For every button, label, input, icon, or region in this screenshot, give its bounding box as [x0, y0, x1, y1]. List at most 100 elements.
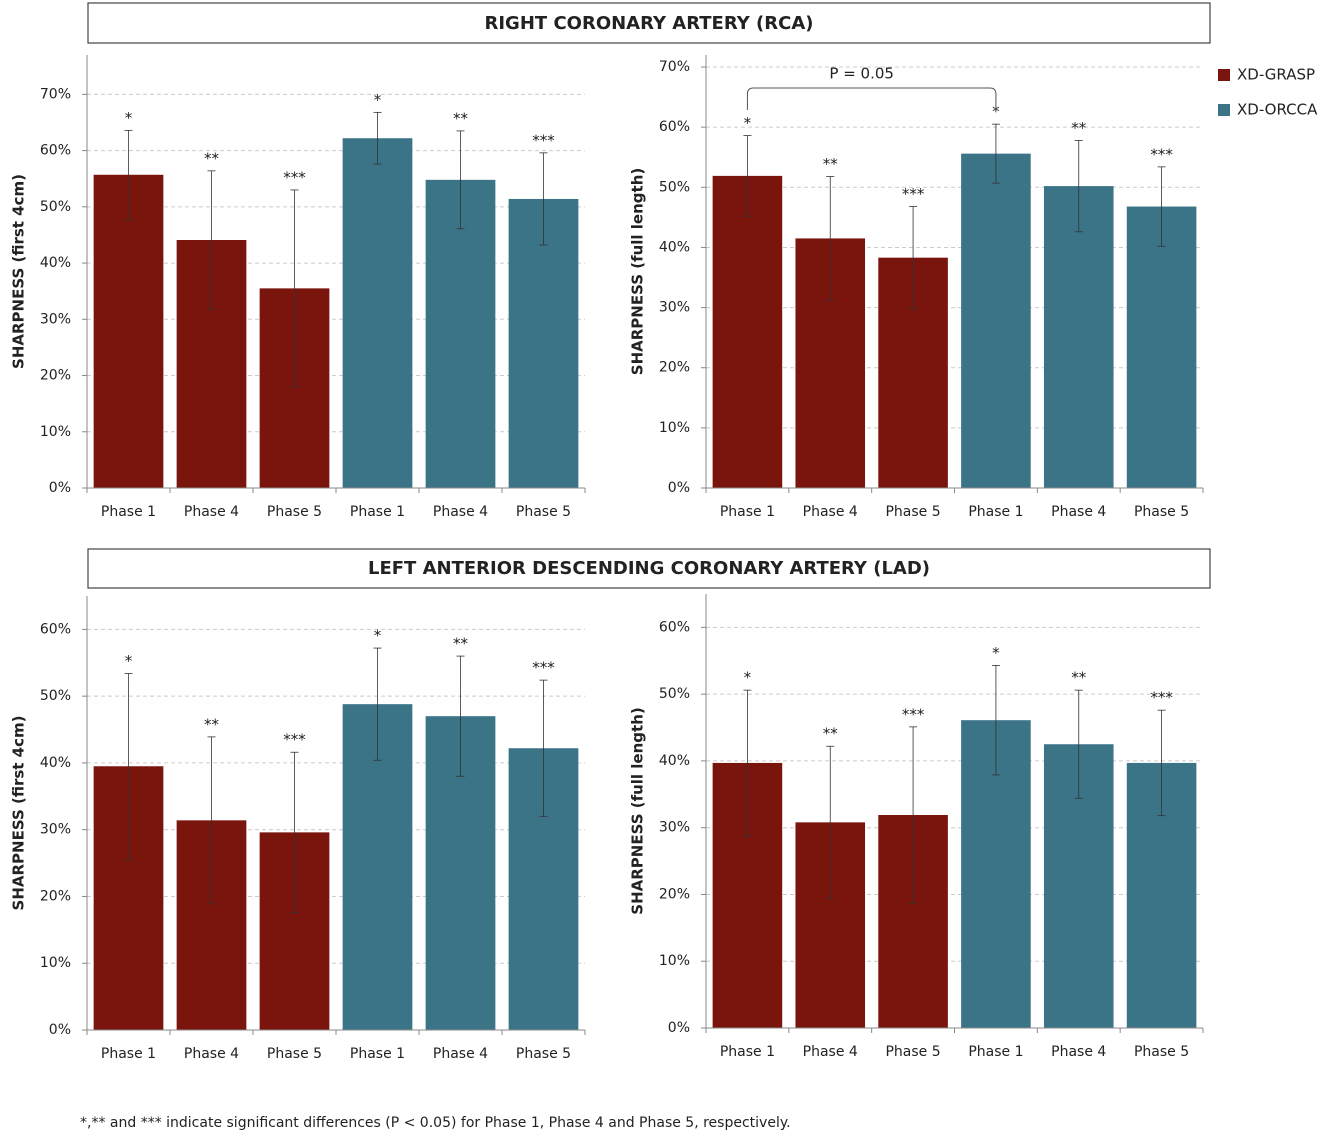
legend-label: XD-ORCCA	[1237, 101, 1318, 119]
y-tick-label: 30%	[40, 311, 71, 327]
x-tick-label: Phase 5	[267, 504, 322, 520]
legend-label: XD-GRASP	[1237, 66, 1315, 84]
significance-mark: ***	[1150, 689, 1173, 707]
y-tick-label: 60%	[659, 619, 690, 635]
y-tick-label: 70%	[659, 59, 690, 75]
y-tick-label: 60%	[40, 621, 71, 637]
header-box	[87, 548, 1211, 589]
y-tick-label: 60%	[40, 143, 71, 159]
bar	[1126, 206, 1197, 489]
x-tick-label: Phase 1	[968, 504, 1023, 520]
x-tick-label: Phase 5	[267, 1046, 322, 1062]
bar	[342, 138, 413, 489]
x-tick-label: Phase 4	[433, 1046, 488, 1062]
y-tick-label: 60%	[659, 119, 690, 135]
y-tick-label: 10%	[40, 424, 71, 440]
significance-mark: **	[1071, 119, 1087, 137]
significance-mark: *	[125, 109, 133, 127]
y-tick-label: 40%	[40, 755, 71, 771]
significance-mark: ***	[532, 131, 555, 149]
x-tick-label: Phase 1	[720, 1044, 775, 1060]
header-box	[87, 2, 1211, 44]
x-tick-label: Phase 4	[184, 504, 239, 520]
x-tick-label: Phase 4	[184, 1046, 239, 1062]
x-tick-label: Phase 4	[803, 1044, 858, 1060]
significance-mark: ***	[902, 705, 925, 723]
section-header: RIGHT CORONARY ARTERY (RCA)	[485, 13, 814, 34]
significance-mark: ***	[283, 731, 306, 749]
significance-mark: *	[374, 627, 382, 645]
y-tick-label: 40%	[659, 753, 690, 769]
significance-mark: ***	[1150, 145, 1173, 163]
bar	[1043, 186, 1114, 488]
significance-mark: **	[204, 715, 220, 733]
y-tick-label: 30%	[659, 300, 690, 316]
y-axis-label: SHARPNESS (full length)	[629, 707, 647, 914]
x-tick-label: Phase 1	[720, 504, 775, 520]
significance-mark: ***	[532, 659, 555, 677]
y-tick-label: 30%	[659, 820, 690, 836]
bar	[508, 198, 579, 488]
x-tick-label: Phase 5	[885, 1044, 940, 1060]
y-tick-label: 50%	[40, 688, 71, 704]
x-tick-label: Phase 4	[433, 504, 488, 520]
legend-swatch	[1218, 104, 1230, 116]
y-tick-label: 0%	[668, 1020, 690, 1036]
y-tick-label: 10%	[659, 420, 690, 436]
y-tick-label: 50%	[40, 199, 71, 215]
x-tick-label: Phase 4	[1051, 1044, 1106, 1060]
significance-mark: *	[374, 91, 382, 109]
y-axis-label: SHARPNESS (full length)	[629, 168, 647, 375]
y-tick-label: 20%	[40, 888, 71, 904]
y-tick-label: 40%	[659, 239, 690, 255]
y-tick-label: 10%	[40, 955, 71, 971]
significance-mark: **	[823, 725, 839, 743]
x-tick-label: Phase 1	[968, 1044, 1023, 1060]
significance-mark: **	[453, 109, 469, 127]
significance-mark: **	[204, 149, 220, 167]
y-tick-label: 20%	[659, 886, 690, 902]
y-tick-label: 70%	[40, 86, 71, 102]
significance-mark: *	[992, 644, 1000, 662]
y-tick-label: 10%	[659, 953, 690, 969]
significance-mark: *	[125, 652, 133, 670]
significance-mark: **	[823, 155, 839, 173]
significance-mark: *	[744, 669, 752, 687]
bracket	[746, 87, 997, 110]
bar	[93, 174, 164, 488]
x-tick-label: Phase 1	[350, 504, 405, 520]
significance-mark: **	[1071, 669, 1087, 687]
bar	[712, 175, 783, 489]
significance-mark: *	[744, 114, 752, 132]
footnote: *,** and *** indicate significant differ…	[80, 1115, 791, 1131]
bar	[961, 153, 1031, 488]
x-tick-label: Phase 4	[803, 504, 858, 520]
x-tick-label: Phase 1	[350, 1046, 405, 1062]
section-header: LEFT ANTERIOR DESCENDING CORONARY ARTERY…	[368, 558, 930, 579]
significance-mark: ***	[902, 185, 925, 203]
x-tick-label: Phase 4	[1051, 504, 1106, 520]
y-tick-label: 0%	[668, 480, 690, 496]
y-tick-label: 30%	[40, 822, 71, 838]
y-tick-label: 40%	[40, 255, 71, 271]
y-tick-label: 20%	[40, 368, 71, 384]
y-tick-label: 0%	[49, 480, 71, 496]
y-axis-label: SHARPNESS (first 4cm)	[10, 716, 28, 911]
bracket-label: P = 0.05	[829, 65, 894, 83]
x-tick-label: Phase 1	[101, 1046, 156, 1062]
y-tick-label: 50%	[659, 686, 690, 702]
legend-swatch	[1218, 69, 1230, 81]
x-tick-label: Phase 5	[1134, 1044, 1189, 1060]
x-tick-label: Phase 1	[101, 504, 156, 520]
y-tick-label: 0%	[49, 1022, 71, 1038]
y-tick-label: 50%	[659, 179, 690, 195]
significance-mark: *	[992, 103, 1000, 121]
x-tick-label: Phase 5	[516, 1046, 571, 1062]
x-tick-label: Phase 5	[516, 504, 571, 520]
bar	[425, 179, 496, 488]
significance-mark: ***	[283, 168, 306, 186]
y-axis-label: SHARPNESS (first 4cm)	[10, 174, 28, 369]
x-tick-label: Phase 5	[885, 504, 940, 520]
y-tick-label: 20%	[659, 360, 690, 376]
